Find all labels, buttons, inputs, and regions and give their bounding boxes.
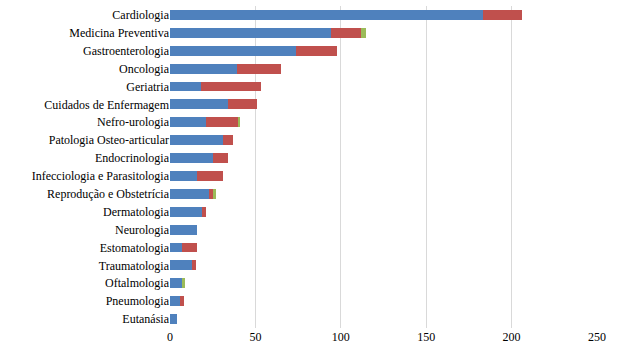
- svg-text:Traumatologia: Traumatologia: [99, 259, 170, 273]
- svg-text:Gastroenterologia: Gastroenterologia: [83, 44, 170, 58]
- svg-text:Infecciologia e Parasitologia: Infecciologia e Parasitologia: [32, 169, 170, 183]
- svg-text:Patologia Osteo-articular: Patologia Osteo-articular: [49, 133, 169, 147]
- svg-text:Cuidados de Enfermagem: Cuidados de Enfermagem: [44, 98, 169, 112]
- svg-text:Cardiologia: Cardiologia: [112, 8, 169, 22]
- svg-text:250: 250: [588, 330, 606, 344]
- svg-text:Reprodução e Obstetrícia: Reprodução e Obstetrícia: [47, 187, 170, 201]
- svg-text:150: 150: [417, 330, 435, 344]
- svg-text:Pneumologia: Pneumologia: [106, 294, 170, 308]
- svg-text:200: 200: [503, 330, 521, 344]
- svg-text:50: 50: [249, 330, 261, 344]
- svg-text:Dermatologia: Dermatologia: [103, 205, 170, 219]
- svg-text:100: 100: [332, 330, 350, 344]
- svg-text:Geriatria: Geriatria: [126, 80, 169, 94]
- svg-text:Oncologia: Oncologia: [119, 62, 170, 76]
- svg-text:0: 0: [167, 330, 173, 344]
- svg-text:Oftalmologia: Oftalmologia: [105, 276, 170, 290]
- svg-text:Eutanásia: Eutanásia: [122, 312, 169, 326]
- svg-text:Estomatologia: Estomatologia: [100, 241, 170, 255]
- svg-text:Endocrinologia: Endocrinologia: [95, 151, 170, 165]
- svg-text:Neurologia: Neurologia: [115, 223, 170, 237]
- svg-text:Medicina Preventiva: Medicina Preventiva: [69, 26, 169, 40]
- svg-text:Nefro-urologia: Nefro-urologia: [97, 115, 170, 129]
